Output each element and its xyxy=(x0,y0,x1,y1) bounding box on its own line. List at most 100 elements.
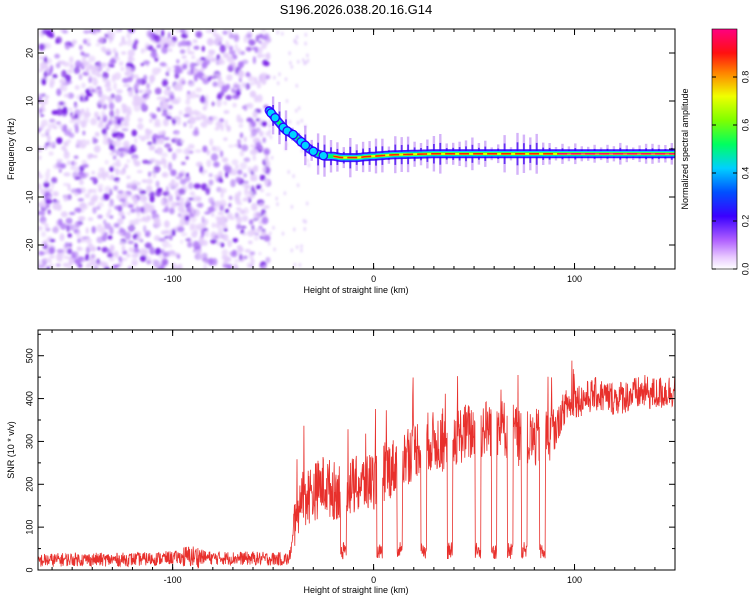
noise-blob xyxy=(241,183,247,188)
noise-blob xyxy=(181,55,187,59)
noise-blob xyxy=(233,33,240,43)
noise-blob xyxy=(169,228,173,237)
y-tick-label: 200 xyxy=(24,477,34,492)
noise-blob xyxy=(163,229,170,235)
noise-blob xyxy=(118,227,124,234)
noise-blob xyxy=(172,152,178,159)
noise-blob xyxy=(261,121,268,127)
noise-blob xyxy=(134,39,139,45)
noise-blob xyxy=(107,252,113,258)
noise-blob xyxy=(211,101,215,107)
noise-blob xyxy=(231,159,239,166)
noise-blob xyxy=(92,154,98,159)
noise-blob xyxy=(175,148,183,154)
noise-blob xyxy=(288,51,291,56)
noise-blob xyxy=(180,139,185,143)
noise-blob xyxy=(206,159,212,168)
noise-blob xyxy=(101,262,109,268)
noise-blob xyxy=(60,235,65,239)
noise-blob xyxy=(233,259,241,263)
noise-blob xyxy=(239,225,247,229)
noise-blob xyxy=(64,130,72,136)
noise-blob xyxy=(278,72,281,77)
noise-blob xyxy=(174,65,181,69)
noise-blob xyxy=(112,155,117,160)
noise-blob xyxy=(67,266,72,269)
noise-blob xyxy=(133,197,139,204)
noise-blob xyxy=(307,163,311,168)
noise-blob xyxy=(40,209,46,217)
noise-blob xyxy=(203,170,208,173)
noise-blob xyxy=(160,152,168,158)
noise-blob xyxy=(173,116,181,121)
noise-blob xyxy=(268,241,271,246)
noise-blob xyxy=(152,171,157,179)
noise-blob xyxy=(115,29,119,33)
noise-blob xyxy=(220,150,224,158)
noise-blob xyxy=(254,95,259,103)
snr-background xyxy=(38,330,675,570)
noise-blob xyxy=(122,107,126,114)
noise-blob xyxy=(45,200,50,205)
noise-blob xyxy=(80,120,87,128)
noise-blob xyxy=(49,81,54,89)
noise-blob xyxy=(200,183,208,191)
noise-blob xyxy=(194,230,198,235)
noise-blob xyxy=(91,226,96,234)
noise-blob xyxy=(154,220,162,228)
noise-blob xyxy=(127,38,132,47)
noise-blob xyxy=(189,191,195,196)
noise-blob xyxy=(90,89,96,93)
noise-blob xyxy=(268,129,272,134)
noise-blob xyxy=(83,111,91,118)
noise-blob xyxy=(157,131,164,136)
noise-blob xyxy=(58,101,65,106)
y-tick-label: 10 xyxy=(24,96,34,106)
noise-blob xyxy=(74,259,82,265)
noise-blob xyxy=(214,200,221,207)
noise-blob xyxy=(106,48,111,52)
noise-blob xyxy=(216,99,222,108)
noise-blob xyxy=(221,249,228,257)
noise-blob xyxy=(290,204,294,209)
noise-blob xyxy=(48,246,55,255)
noise-blob xyxy=(293,39,296,44)
noise-blob xyxy=(250,188,257,196)
noise-blob xyxy=(139,190,147,195)
noise-blob xyxy=(136,78,142,84)
noise-blob xyxy=(247,39,254,45)
noise-blob xyxy=(176,59,180,64)
noise-blob xyxy=(41,231,47,238)
noise-blob xyxy=(62,30,69,34)
noise-blob xyxy=(306,158,309,163)
noise-blob xyxy=(185,98,191,105)
noise-blob xyxy=(202,252,208,260)
noise-blob xyxy=(78,140,83,144)
noise-blob xyxy=(85,38,91,43)
noise-blob xyxy=(204,229,209,238)
noise-blob xyxy=(264,178,269,187)
noise-blob xyxy=(223,137,228,142)
noise-blob xyxy=(194,249,202,254)
noise-blob xyxy=(293,227,296,232)
noise-blob xyxy=(102,77,107,83)
noise-blob xyxy=(38,226,43,231)
noise-blob xyxy=(56,158,63,163)
noise-blob xyxy=(145,204,153,212)
noise-blob xyxy=(58,123,64,129)
noise-blob xyxy=(73,155,79,159)
colorbar-tick-label: 0.4 xyxy=(740,167,750,180)
noise-blob xyxy=(107,235,113,240)
noise-blob xyxy=(223,217,228,222)
noise-blob xyxy=(246,117,254,123)
noise-blob xyxy=(109,226,114,235)
noise-blob xyxy=(306,58,310,63)
noise-blob xyxy=(188,116,196,125)
x-tick-label: -100 xyxy=(164,274,182,284)
noise-blob xyxy=(192,39,198,44)
noise-blob xyxy=(228,144,234,148)
ridge-blob xyxy=(318,150,329,161)
noise-blob xyxy=(118,169,126,175)
noise-blob xyxy=(126,76,133,83)
